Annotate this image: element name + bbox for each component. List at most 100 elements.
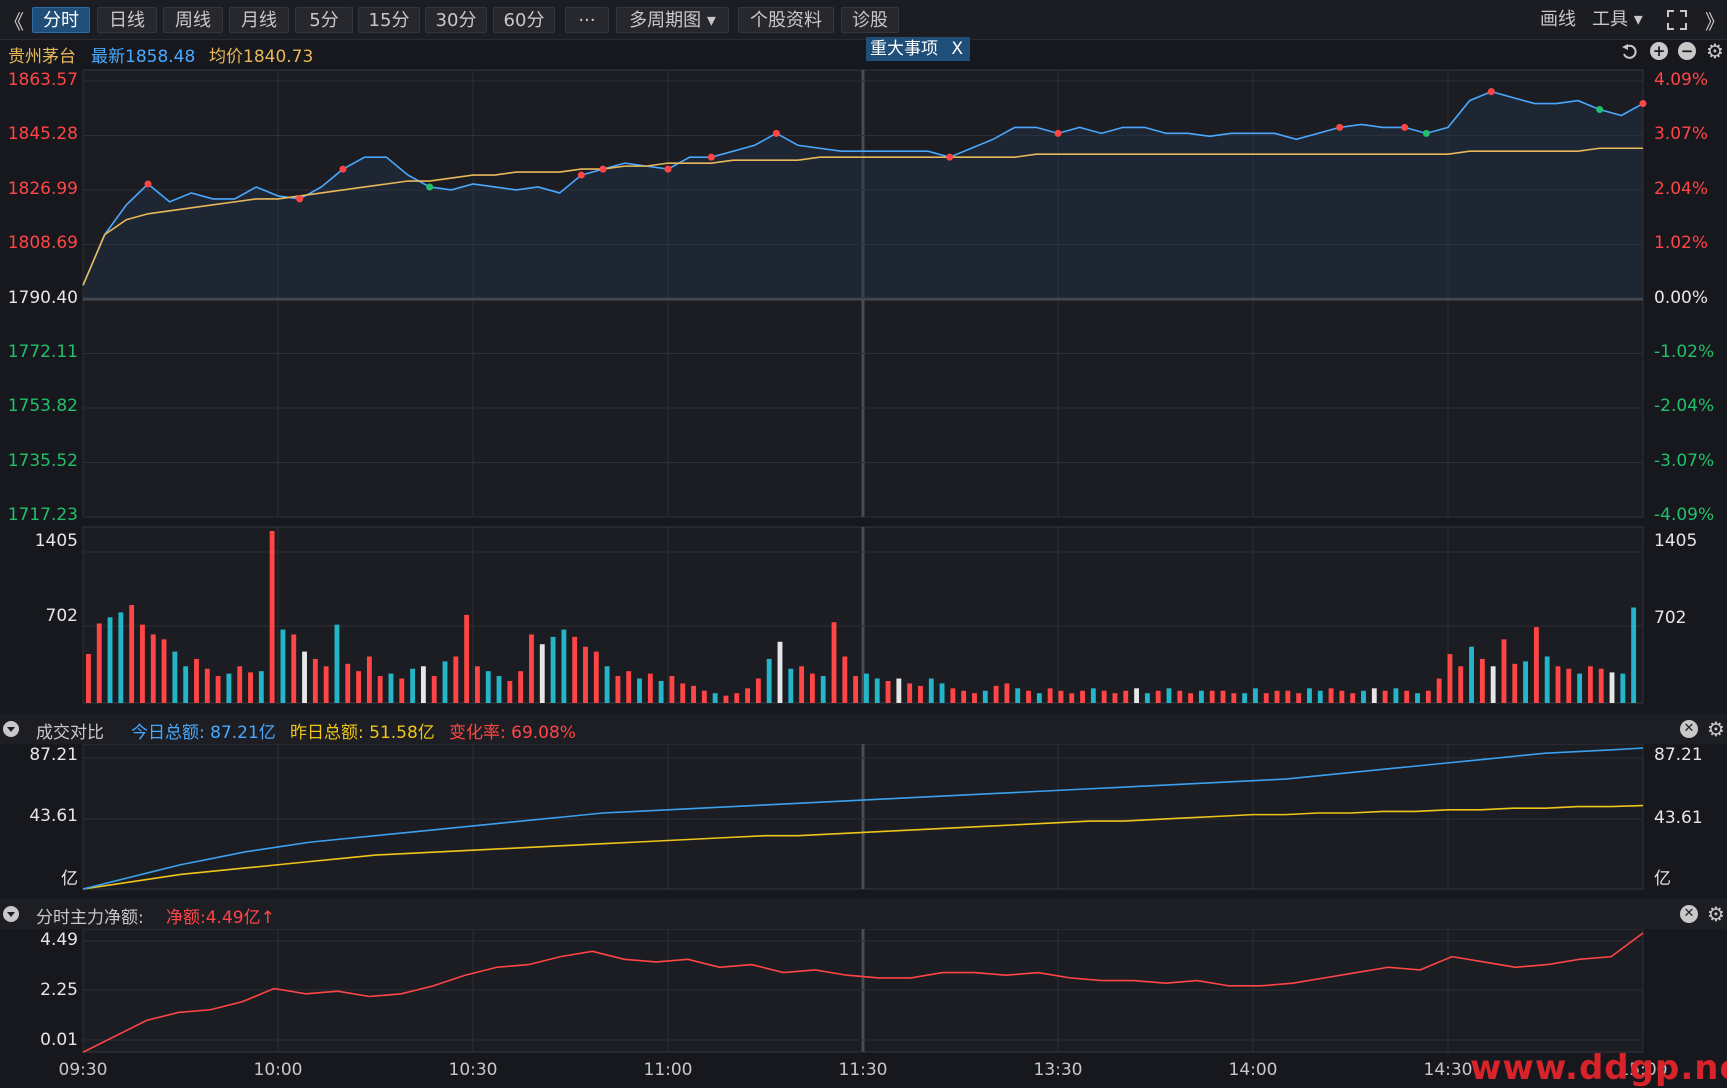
close-panel-icon[interactable]: ✕ <box>1680 720 1698 738</box>
time-tick: 11:30 <box>838 1060 888 1080</box>
collapse-panel-icon[interactable] <box>3 906 19 922</box>
collapse-panel-icon[interactable] <box>3 721 19 737</box>
tools-dropdown[interactable]: 工具 ▾ <box>1592 9 1643 30</box>
signal-dot <box>772 129 780 137</box>
close-panel-icon[interactable]: ✕ <box>1680 905 1698 923</box>
volume-bar <box>1404 690 1410 703</box>
volume-bar <box>1339 690 1345 703</box>
tab-monthly[interactable]: 月线 <box>229 7 289 33</box>
average-price: 均价1840.73 <box>209 47 314 67</box>
volume-bar <box>334 624 340 703</box>
tab-intraday[interactable]: 分时 <box>32 7 90 33</box>
volume-bar <box>269 531 275 703</box>
volume-bar <box>1436 678 1442 703</box>
volume-bar <box>734 693 740 703</box>
zoom-out-icon[interactable]: − <box>1678 42 1696 60</box>
major-events-label: 重大事项 <box>870 39 938 59</box>
volume-bar <box>1101 690 1107 703</box>
volume-bar <box>637 678 642 703</box>
volume-bar <box>464 614 470 703</box>
volume-bar <box>1112 693 1118 703</box>
volume-bar <box>1415 693 1420 703</box>
volume-bar <box>896 678 902 703</box>
volume-bar <box>1209 690 1215 703</box>
volume-bar <box>982 690 988 703</box>
tab-5min[interactable]: 5分 <box>295 7 353 33</box>
volume-bar <box>864 673 869 703</box>
netflow-panel-header: 分时主力净额: 净额:4.49亿↑ ✕ ⚙ <box>0 899 1727 929</box>
volume-bar <box>312 658 318 703</box>
signal-dot <box>339 165 347 173</box>
time-tick: 10:30 <box>448 1060 498 1080</box>
percent-tick: -4.09% <box>1654 505 1715 525</box>
stock-name: 贵州茅台 <box>8 47 76 67</box>
volume-bar <box>388 673 394 703</box>
volume-bar <box>1479 658 1485 703</box>
volume-bar <box>691 685 696 703</box>
signal-dot <box>1422 129 1430 137</box>
volume-bar <box>1544 656 1550 703</box>
signal-dot <box>1596 106 1604 114</box>
more-periods-button[interactable]: ··· <box>565 7 609 33</box>
percent-tick: 1.02% <box>1654 233 1709 253</box>
volume-bar <box>1253 688 1258 703</box>
volume-bar <box>550 636 556 703</box>
volume-bar <box>1350 693 1356 703</box>
fullscreen-icon[interactable] <box>1666 9 1688 31</box>
volume-bar <box>1371 688 1377 703</box>
zoom-in-icon[interactable]: + <box>1650 42 1668 60</box>
time-tick: 14:30 <box>1423 1060 1473 1080</box>
volume-bar <box>853 676 859 703</box>
undo-icon[interactable] <box>1620 42 1640 62</box>
tab-15min[interactable]: 15分 <box>358 7 420 33</box>
turnover-unit: 亿 <box>1654 869 1671 889</box>
volume-bar <box>1458 666 1464 703</box>
collapse-left-icon[interactable]: 《 <box>4 10 24 34</box>
volume-bar <box>1361 690 1366 703</box>
volume-bar <box>161 639 167 703</box>
time-tick: 09:30 <box>58 1060 108 1080</box>
settings-gear-icon[interactable]: ⚙ <box>1706 39 1724 63</box>
price-tick: 1735.52 <box>7 451 78 471</box>
major-events-button[interactable]: 重大事项 X <box>866 37 970 61</box>
tab-weekly[interactable]: 周线 <box>163 7 223 33</box>
time-tick: 15:00 <box>1618 1060 1668 1080</box>
volume-bar <box>809 673 815 703</box>
volume-bar <box>918 685 923 703</box>
panel-settings-icon[interactable]: ⚙ <box>1707 902 1725 926</box>
volume-bar <box>345 663 351 703</box>
volume-bar <box>583 646 588 703</box>
volume-bar <box>258 671 264 703</box>
volume-tick: 1405 <box>34 531 78 551</box>
volume-bar <box>1144 693 1150 703</box>
signal-dot <box>1336 123 1344 131</box>
expand-right-icon[interactable]: 》 <box>1705 10 1725 34</box>
multi-period-dropdown[interactable]: 多周期图 ▾ <box>616 7 729 33</box>
volume-bar <box>1490 666 1496 703</box>
volume-bar <box>107 617 113 703</box>
volume-bar <box>215 676 221 703</box>
volume-bar <box>1198 690 1204 703</box>
turnover-panel-header: 成交对比 今日总额: 87.21亿 昨日总额: 51.58亿 变化率: 69.0… <box>0 714 1727 744</box>
signal-dot <box>1487 88 1495 96</box>
tab-30min[interactable]: 30分 <box>425 7 487 33</box>
volume-bar <box>755 678 761 703</box>
volume-bar <box>1123 690 1129 703</box>
tab-60min[interactable]: 60分 <box>493 7 555 33</box>
tab-daily[interactable]: 日线 <box>97 7 157 33</box>
major-events-close[interactable]: X <box>951 39 964 59</box>
panel-settings-icon[interactable]: ⚙ <box>1707 717 1725 741</box>
volume-bar <box>1090 688 1096 703</box>
volume-bar <box>399 678 405 703</box>
chart-toolbar: 《 分时 日线 周线 月线 5分 15分 30分 60分 ··· 多周期图 ▾ … <box>0 0 1727 40</box>
signal-dot <box>577 171 585 179</box>
volume-bar <box>1393 688 1399 703</box>
volume-bar <box>961 690 967 703</box>
draw-line-button[interactable]: 画线 <box>1540 9 1576 30</box>
stock-info-button[interactable]: 个股资料 <box>738 7 834 33</box>
volume-bar <box>529 634 534 703</box>
volume-bar <box>507 680 513 703</box>
diagnose-button[interactable]: 诊股 <box>841 7 899 33</box>
volume-bar <box>1242 693 1248 703</box>
